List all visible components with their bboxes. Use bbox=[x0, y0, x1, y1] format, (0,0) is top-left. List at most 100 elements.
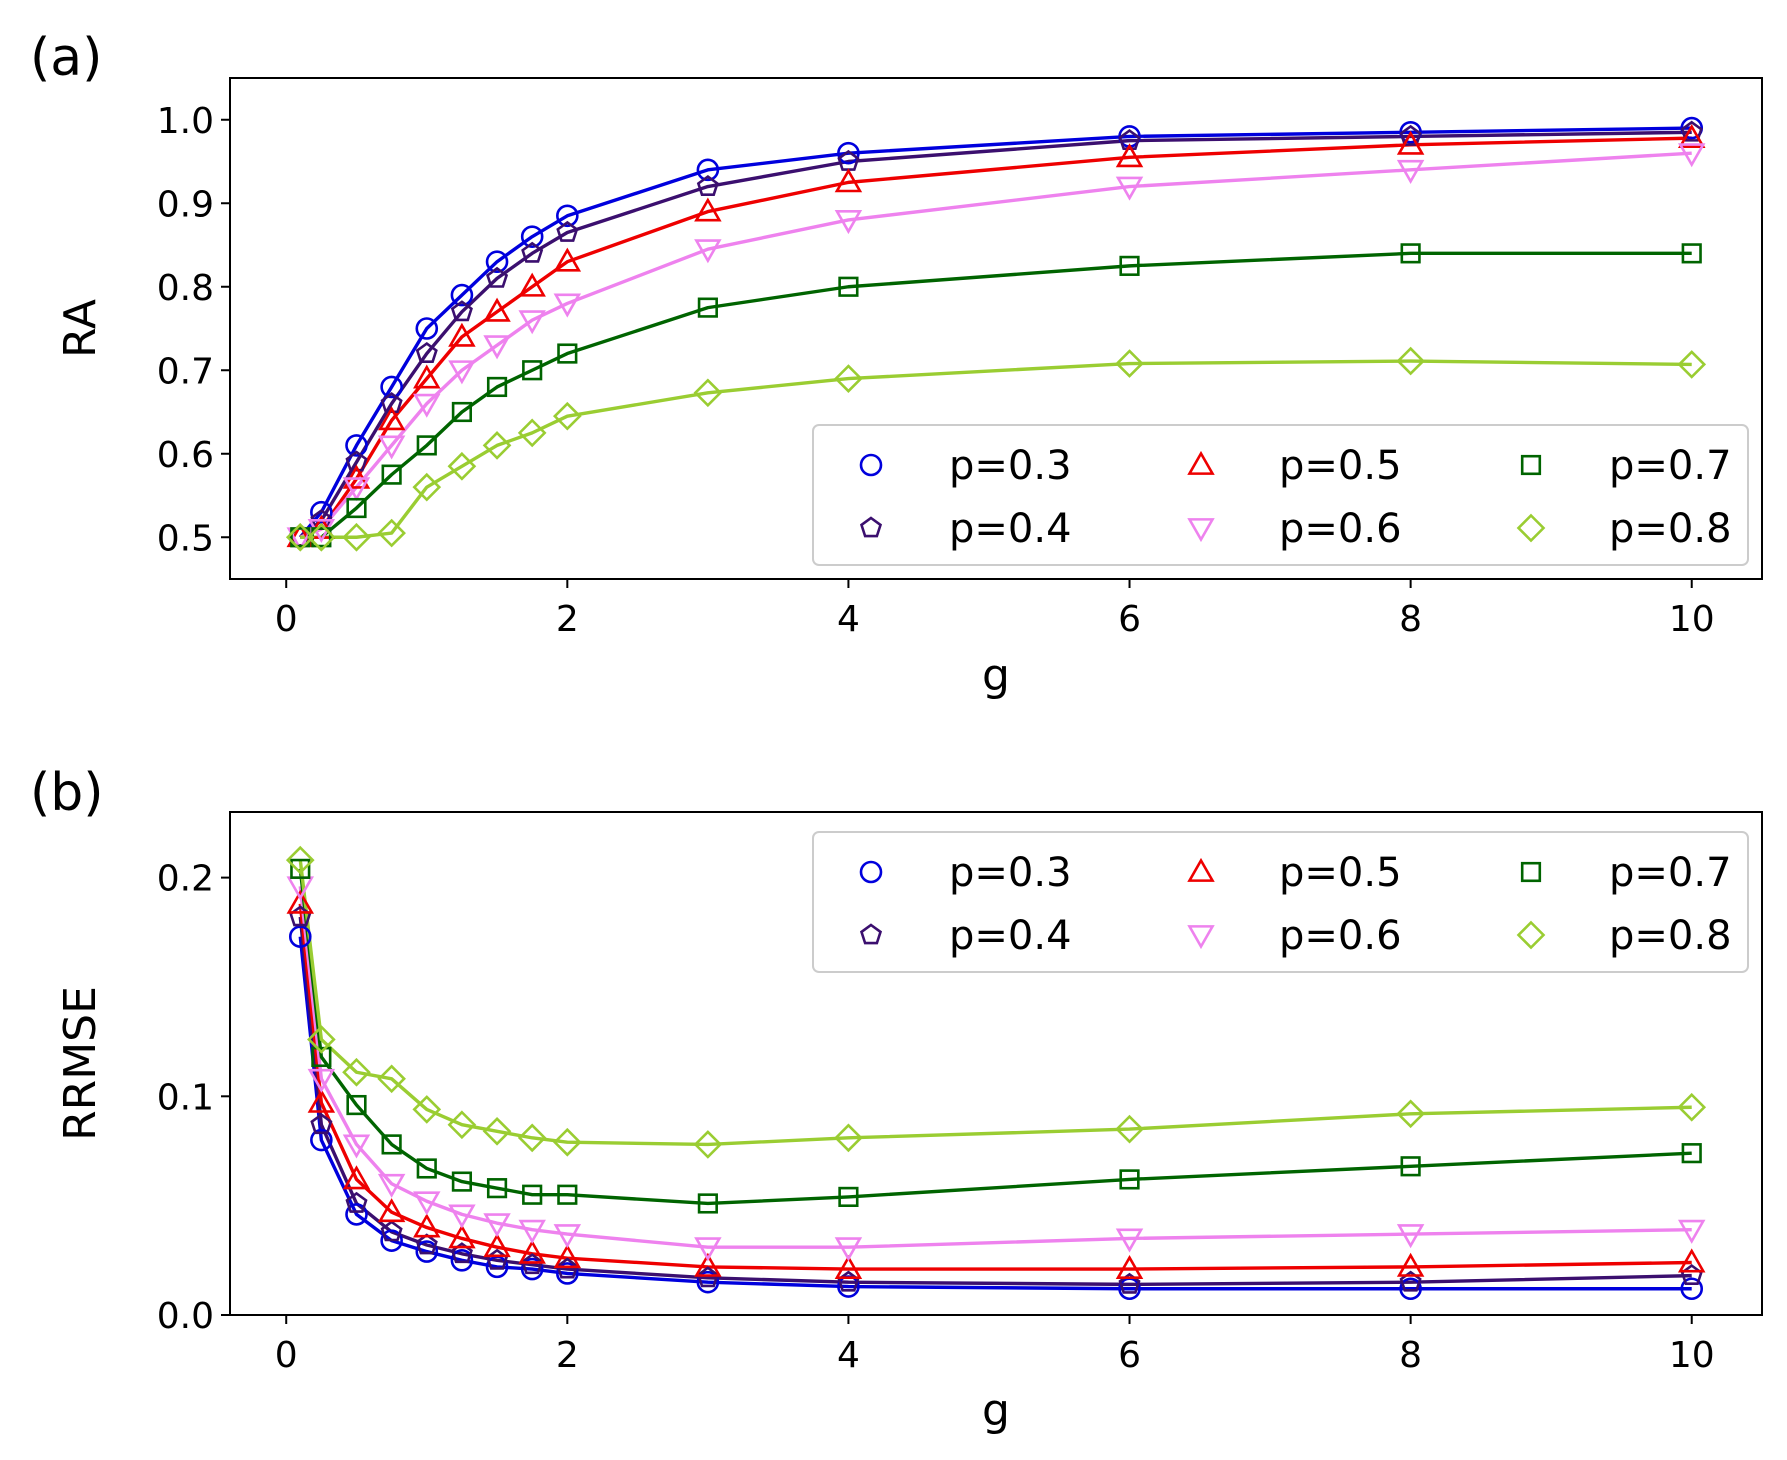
data-point bbox=[1115, 176, 1144, 201]
data-point bbox=[1399, 124, 1422, 146]
data-point bbox=[482, 431, 512, 460]
legend-item: p=0.6 bbox=[1187, 506, 1402, 552]
data-point bbox=[1677, 1219, 1706, 1244]
data-point bbox=[286, 889, 315, 914]
data-point bbox=[345, 450, 368, 472]
data-point bbox=[521, 1253, 544, 1275]
legend-item: p=0.5 bbox=[1187, 443, 1402, 489]
y-tick-label: 0.0 bbox=[157, 1296, 214, 1337]
data-point bbox=[553, 1224, 582, 1249]
data-point bbox=[310, 1113, 333, 1135]
data-point bbox=[518, 1239, 546, 1264]
legend-item: p=0.4 bbox=[859, 506, 1072, 552]
data-point bbox=[307, 1068, 336, 1093]
data-point bbox=[522, 360, 543, 381]
legend-marker bbox=[1187, 450, 1215, 475]
y-axis-label: RRMSE bbox=[55, 986, 106, 1141]
legend-marker bbox=[859, 453, 883, 477]
legend-item: p=0.8 bbox=[1516, 506, 1732, 552]
legend: p=0.3 p=0.4 p=0.5 p=0.6 p=0.7 p=0.8 bbox=[812, 831, 1749, 973]
y-tick-label: 0.9 bbox=[157, 184, 214, 225]
data-point bbox=[1396, 1224, 1425, 1249]
data-point bbox=[522, 1184, 543, 1205]
data-point bbox=[307, 1025, 336, 1054]
data-point bbox=[1396, 1099, 1425, 1129]
data-point bbox=[483, 297, 511, 322]
series-markers-p=0.6 bbox=[286, 876, 1706, 1262]
legend-label: p=0.8 bbox=[1609, 506, 1732, 552]
data-point bbox=[380, 1229, 403, 1252]
data-point bbox=[415, 1233, 438, 1255]
data-point bbox=[380, 375, 403, 399]
data-point bbox=[377, 1198, 406, 1223]
data-point bbox=[1680, 1277, 1704, 1301]
series-markers-p=0.5 bbox=[286, 123, 1706, 548]
data-point bbox=[696, 1270, 720, 1294]
y-tick-label: 0.8 bbox=[157, 268, 214, 309]
y-tick-label: 0.6 bbox=[157, 435, 214, 476]
data-point bbox=[556, 1257, 579, 1279]
legend-marker bbox=[859, 860, 883, 884]
series-line-p=0.3 bbox=[298, 126, 1692, 539]
data-point bbox=[694, 197, 722, 222]
series-line-p=0.7 bbox=[300, 251, 1692, 539]
data-point bbox=[377, 518, 406, 548]
y-tick-label: 0.2 bbox=[157, 859, 214, 900]
data-point bbox=[1118, 129, 1141, 151]
y-tick-label: 0.5 bbox=[157, 518, 214, 559]
legend-box bbox=[812, 424, 1749, 566]
y-tick-label: 0.1 bbox=[157, 1077, 214, 1118]
legend-box bbox=[812, 831, 1749, 973]
data-point bbox=[413, 1191, 441, 1216]
data-point bbox=[412, 472, 442, 502]
x-tick-label: 0 bbox=[275, 1335, 298, 1376]
data-point bbox=[697, 297, 718, 318]
legend-marker bbox=[859, 923, 883, 945]
y-axis-label: RA bbox=[55, 299, 106, 358]
data-point bbox=[342, 477, 371, 502]
data-point bbox=[1115, 1228, 1144, 1253]
data-point bbox=[694, 1237, 722, 1262]
series-line-p=0.7 bbox=[298, 868, 1692, 1206]
plot-frame bbox=[229, 811, 1763, 1316]
data-point bbox=[486, 266, 509, 288]
data-point bbox=[345, 1191, 368, 1213]
series-line-p=0.6 bbox=[298, 886, 1692, 1249]
series-line-p=0.6 bbox=[299, 151, 1692, 539]
data-point bbox=[346, 1094, 367, 1116]
data-point bbox=[377, 1064, 406, 1094]
x-tick-label: 8 bbox=[1399, 1335, 1422, 1376]
data-point bbox=[1115, 349, 1144, 378]
data-point bbox=[557, 1184, 578, 1205]
y-tick-label: 0.7 bbox=[157, 351, 214, 392]
data-point bbox=[697, 1193, 718, 1214]
x-tick-label: 10 bbox=[1669, 599, 1715, 640]
data-point bbox=[416, 435, 437, 456]
data-point bbox=[416, 1158, 437, 1179]
data-point bbox=[377, 406, 406, 431]
data-point bbox=[345, 1203, 368, 1226]
legend-label: p=0.8 bbox=[1609, 913, 1732, 959]
x-tick-label: 0 bbox=[275, 599, 298, 640]
data-point bbox=[517, 1123, 547, 1153]
data-point bbox=[837, 141, 860, 165]
data-point bbox=[381, 1134, 402, 1155]
data-point bbox=[290, 858, 311, 879]
data-point bbox=[377, 435, 406, 460]
data-point bbox=[413, 364, 441, 389]
data-point bbox=[696, 1266, 719, 1288]
data-point bbox=[696, 158, 720, 182]
legend: p=0.3 p=0.4 p=0.5 p=0.6 p=0.7 p=0.8 bbox=[812, 424, 1749, 566]
data-point bbox=[486, 1178, 508, 1199]
data-point bbox=[1118, 1272, 1141, 1294]
legend-label: p=0.5 bbox=[1279, 850, 1402, 896]
legend-marker bbox=[1516, 920, 1546, 950]
legend-label: p=0.6 bbox=[1279, 506, 1402, 552]
data-point bbox=[1677, 143, 1706, 168]
series-markers-p=0.3 bbox=[288, 925, 1704, 1301]
legend-label: p=0.6 bbox=[1279, 913, 1402, 959]
data-point bbox=[311, 1046, 332, 1068]
x-tick-label: 2 bbox=[556, 599, 579, 640]
data-point bbox=[1677, 350, 1707, 379]
data-point bbox=[285, 845, 315, 875]
